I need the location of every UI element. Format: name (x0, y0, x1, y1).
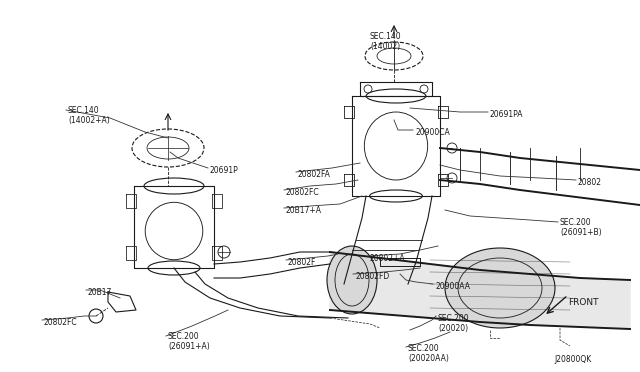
Text: 20B17: 20B17 (88, 288, 113, 297)
Circle shape (447, 143, 457, 153)
Text: SEC.140
(14002+A): SEC.140 (14002+A) (68, 106, 109, 125)
Circle shape (218, 246, 230, 258)
Text: 20802F: 20802F (288, 258, 316, 267)
Polygon shape (330, 252, 630, 329)
Text: J20800QK: J20800QK (554, 355, 591, 364)
Text: 20900AA: 20900AA (435, 282, 470, 291)
Ellipse shape (366, 89, 426, 103)
Text: SEC.200
(26091+B): SEC.200 (26091+B) (560, 218, 602, 237)
Text: 20691P: 20691P (210, 166, 239, 175)
Text: 20802FD: 20802FD (355, 272, 389, 281)
Text: SEC.200
(20020AA): SEC.200 (20020AA) (408, 344, 449, 363)
Text: 20802FC: 20802FC (44, 318, 77, 327)
Text: 20802FA: 20802FA (298, 170, 331, 179)
Text: 20802FC: 20802FC (286, 188, 319, 197)
Ellipse shape (148, 261, 200, 275)
Text: SEC.140
(14002): SEC.140 (14002) (370, 32, 402, 51)
Text: 20900CA: 20900CA (415, 128, 450, 137)
Ellipse shape (327, 246, 377, 314)
Text: 20691PA: 20691PA (490, 110, 524, 119)
Ellipse shape (144, 178, 204, 194)
Ellipse shape (445, 248, 555, 328)
Ellipse shape (370, 190, 422, 202)
Text: 20802: 20802 (578, 178, 602, 187)
Text: 20802+A: 20802+A (370, 254, 406, 263)
Ellipse shape (365, 42, 423, 70)
Text: SEC.200
(20020): SEC.200 (20020) (438, 314, 470, 333)
Circle shape (89, 309, 103, 323)
Text: SEC.200
(26091+A): SEC.200 (26091+A) (168, 332, 210, 352)
Text: FRONT: FRONT (568, 298, 598, 307)
Circle shape (447, 173, 457, 183)
Text: 20B17+A: 20B17+A (286, 206, 322, 215)
